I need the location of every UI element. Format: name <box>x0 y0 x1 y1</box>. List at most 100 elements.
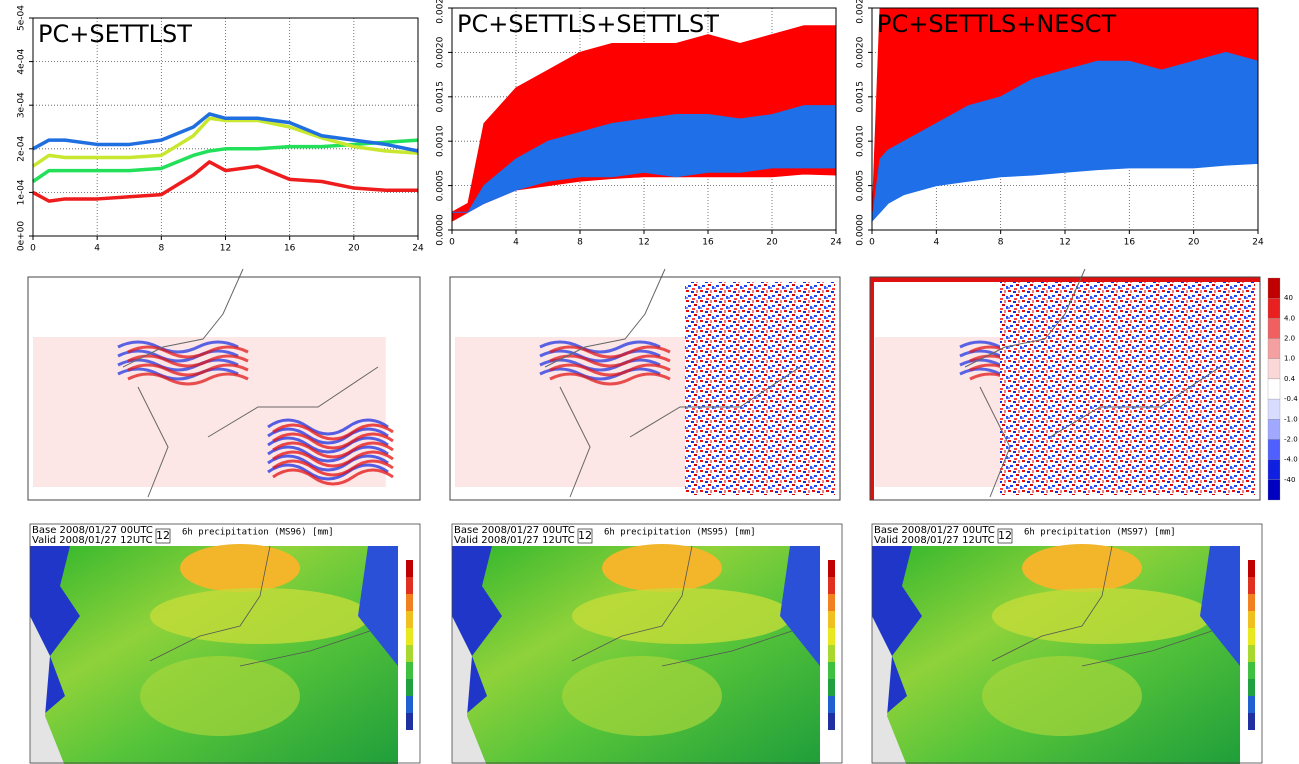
chart-title: PC+SETTLS+NESCT <box>877 10 1116 38</box>
scale-segment <box>1248 696 1255 713</box>
x-tick-label: 4 <box>94 244 100 254</box>
y-tick-label: 3e-04 <box>17 92 27 118</box>
scale-segment <box>828 696 835 713</box>
x-tick-label: 8 <box>158 244 164 254</box>
y-tick-label: 0.0010 <box>436 125 446 157</box>
x-tick-label: 16 <box>284 244 296 254</box>
map-frame <box>27 276 421 501</box>
lead-time: 12 <box>998 529 1012 542</box>
x-tick-label: 0 <box>449 238 455 248</box>
sea <box>452 616 487 764</box>
y-tick-label: 4e-04 <box>17 48 27 74</box>
colorbar-segment <box>1267 439 1281 460</box>
border-line <box>964 268 1221 498</box>
x-tick-label: 0 <box>30 244 36 254</box>
scale-segment <box>828 662 835 679</box>
colorbar-segment <box>1267 277 1281 299</box>
map-frame <box>869 276 1261 501</box>
scale-segment <box>828 628 835 645</box>
scale-segment <box>828 679 835 696</box>
noise-region <box>1000 282 1255 495</box>
lead-box <box>577 528 593 544</box>
colorbar-segment <box>1267 358 1281 380</box>
precip-mid <box>992 588 1212 644</box>
scale-segment <box>406 594 413 611</box>
map-wave <box>267 463 389 481</box>
x-tick-label: 16 <box>702 238 714 248</box>
border-line <box>122 268 379 498</box>
map-wave <box>539 367 661 381</box>
x-tick-label: 24 <box>830 238 842 248</box>
x-tick-label: 12 <box>638 238 649 248</box>
scale-segment <box>406 611 413 628</box>
colorbar-segment <box>1267 459 1281 480</box>
y-tick-label: 0.0005 <box>436 170 446 202</box>
lead-box <box>997 528 1013 544</box>
y-tick-label: 0.0025 <box>856 0 866 24</box>
x-tick-label: 12 <box>220 244 231 254</box>
colorbar-segment <box>1267 318 1281 339</box>
scale-segment <box>828 713 835 730</box>
scale-segment <box>828 560 835 577</box>
line <box>32 160 418 203</box>
scale-segment <box>828 594 835 611</box>
x-tick-label: 20 <box>1188 238 1200 248</box>
map-wave <box>272 441 394 459</box>
y-tick-label: 5e-04 <box>17 5 27 31</box>
colorbar-segment <box>1267 338 1281 359</box>
x-tick-label: 0 <box>869 238 875 248</box>
precip-high <box>180 544 300 592</box>
map-wave <box>549 372 671 386</box>
map-title: 6h precipitation (MS95) [mm] <box>604 528 756 538</box>
plot-area <box>33 18 418 236</box>
precip-low <box>1200 546 1240 666</box>
colorbar-segment <box>1267 378 1281 400</box>
x-tick-label: 12 <box>1059 238 1070 248</box>
map-wave <box>272 423 394 441</box>
valid-time: Valid 2008/01/27 12UTC <box>32 535 153 546</box>
colorbar-segment <box>1267 419 1281 440</box>
base-time: Base 2008/01/27 00UTC <box>454 525 575 536</box>
base-time: Base 2008/01/27 00UTC <box>874 525 995 536</box>
scale-segment <box>1248 560 1255 577</box>
map-wave <box>272 459 394 477</box>
map-wave <box>117 340 239 354</box>
sea <box>872 616 907 764</box>
y-tick-label: 0.0000 <box>856 214 866 246</box>
y-tick-label: 0.0020 <box>856 36 866 68</box>
panel: 0 4 8 12 16 20 24 0e+00 1e-04 2e-04 3e-04 4e-04 5e-0… <box>17 5 424 254</box>
y-tick-label: 0.0020 <box>436 36 446 68</box>
scale-segment <box>1248 713 1255 730</box>
scale-segment <box>828 577 835 594</box>
x-tick-label: 4 <box>513 238 519 248</box>
map-frame <box>29 523 421 764</box>
sea <box>30 616 65 764</box>
scale-segment <box>406 696 413 713</box>
border-line <box>149 545 371 667</box>
y-tick-label: 0.0005 <box>856 170 866 202</box>
chart-title: PC+SETTLS+SETTLST <box>457 10 719 38</box>
precip-high <box>1022 544 1142 592</box>
x-tick-label: 8 <box>998 238 1004 248</box>
precip-mid <box>572 588 792 644</box>
y-tick-label: 0.0010 <box>856 125 866 157</box>
map-wave <box>539 349 661 363</box>
colorbar-label: -1.0 <box>1284 415 1298 423</box>
x-tick-label: 20 <box>348 244 360 254</box>
map-wave <box>272 468 394 486</box>
map-header <box>452 524 842 546</box>
map-wave <box>127 354 249 368</box>
line <box>32 112 419 153</box>
map-wave <box>539 340 661 354</box>
difference-map <box>869 268 1261 501</box>
y-tick-label: 0.0025 <box>436 0 446 24</box>
map-title: 6h precipitation (MS97) [mm] <box>1024 528 1176 538</box>
colorbar-segment <box>1267 298 1281 319</box>
x-tick-label: 16 <box>1124 238 1136 248</box>
precip-mid <box>140 656 300 736</box>
map-wave <box>272 432 394 450</box>
noise-region <box>685 282 835 495</box>
x-tick-label: 24 <box>412 244 424 254</box>
x-tick-label: 4 <box>933 238 939 248</box>
